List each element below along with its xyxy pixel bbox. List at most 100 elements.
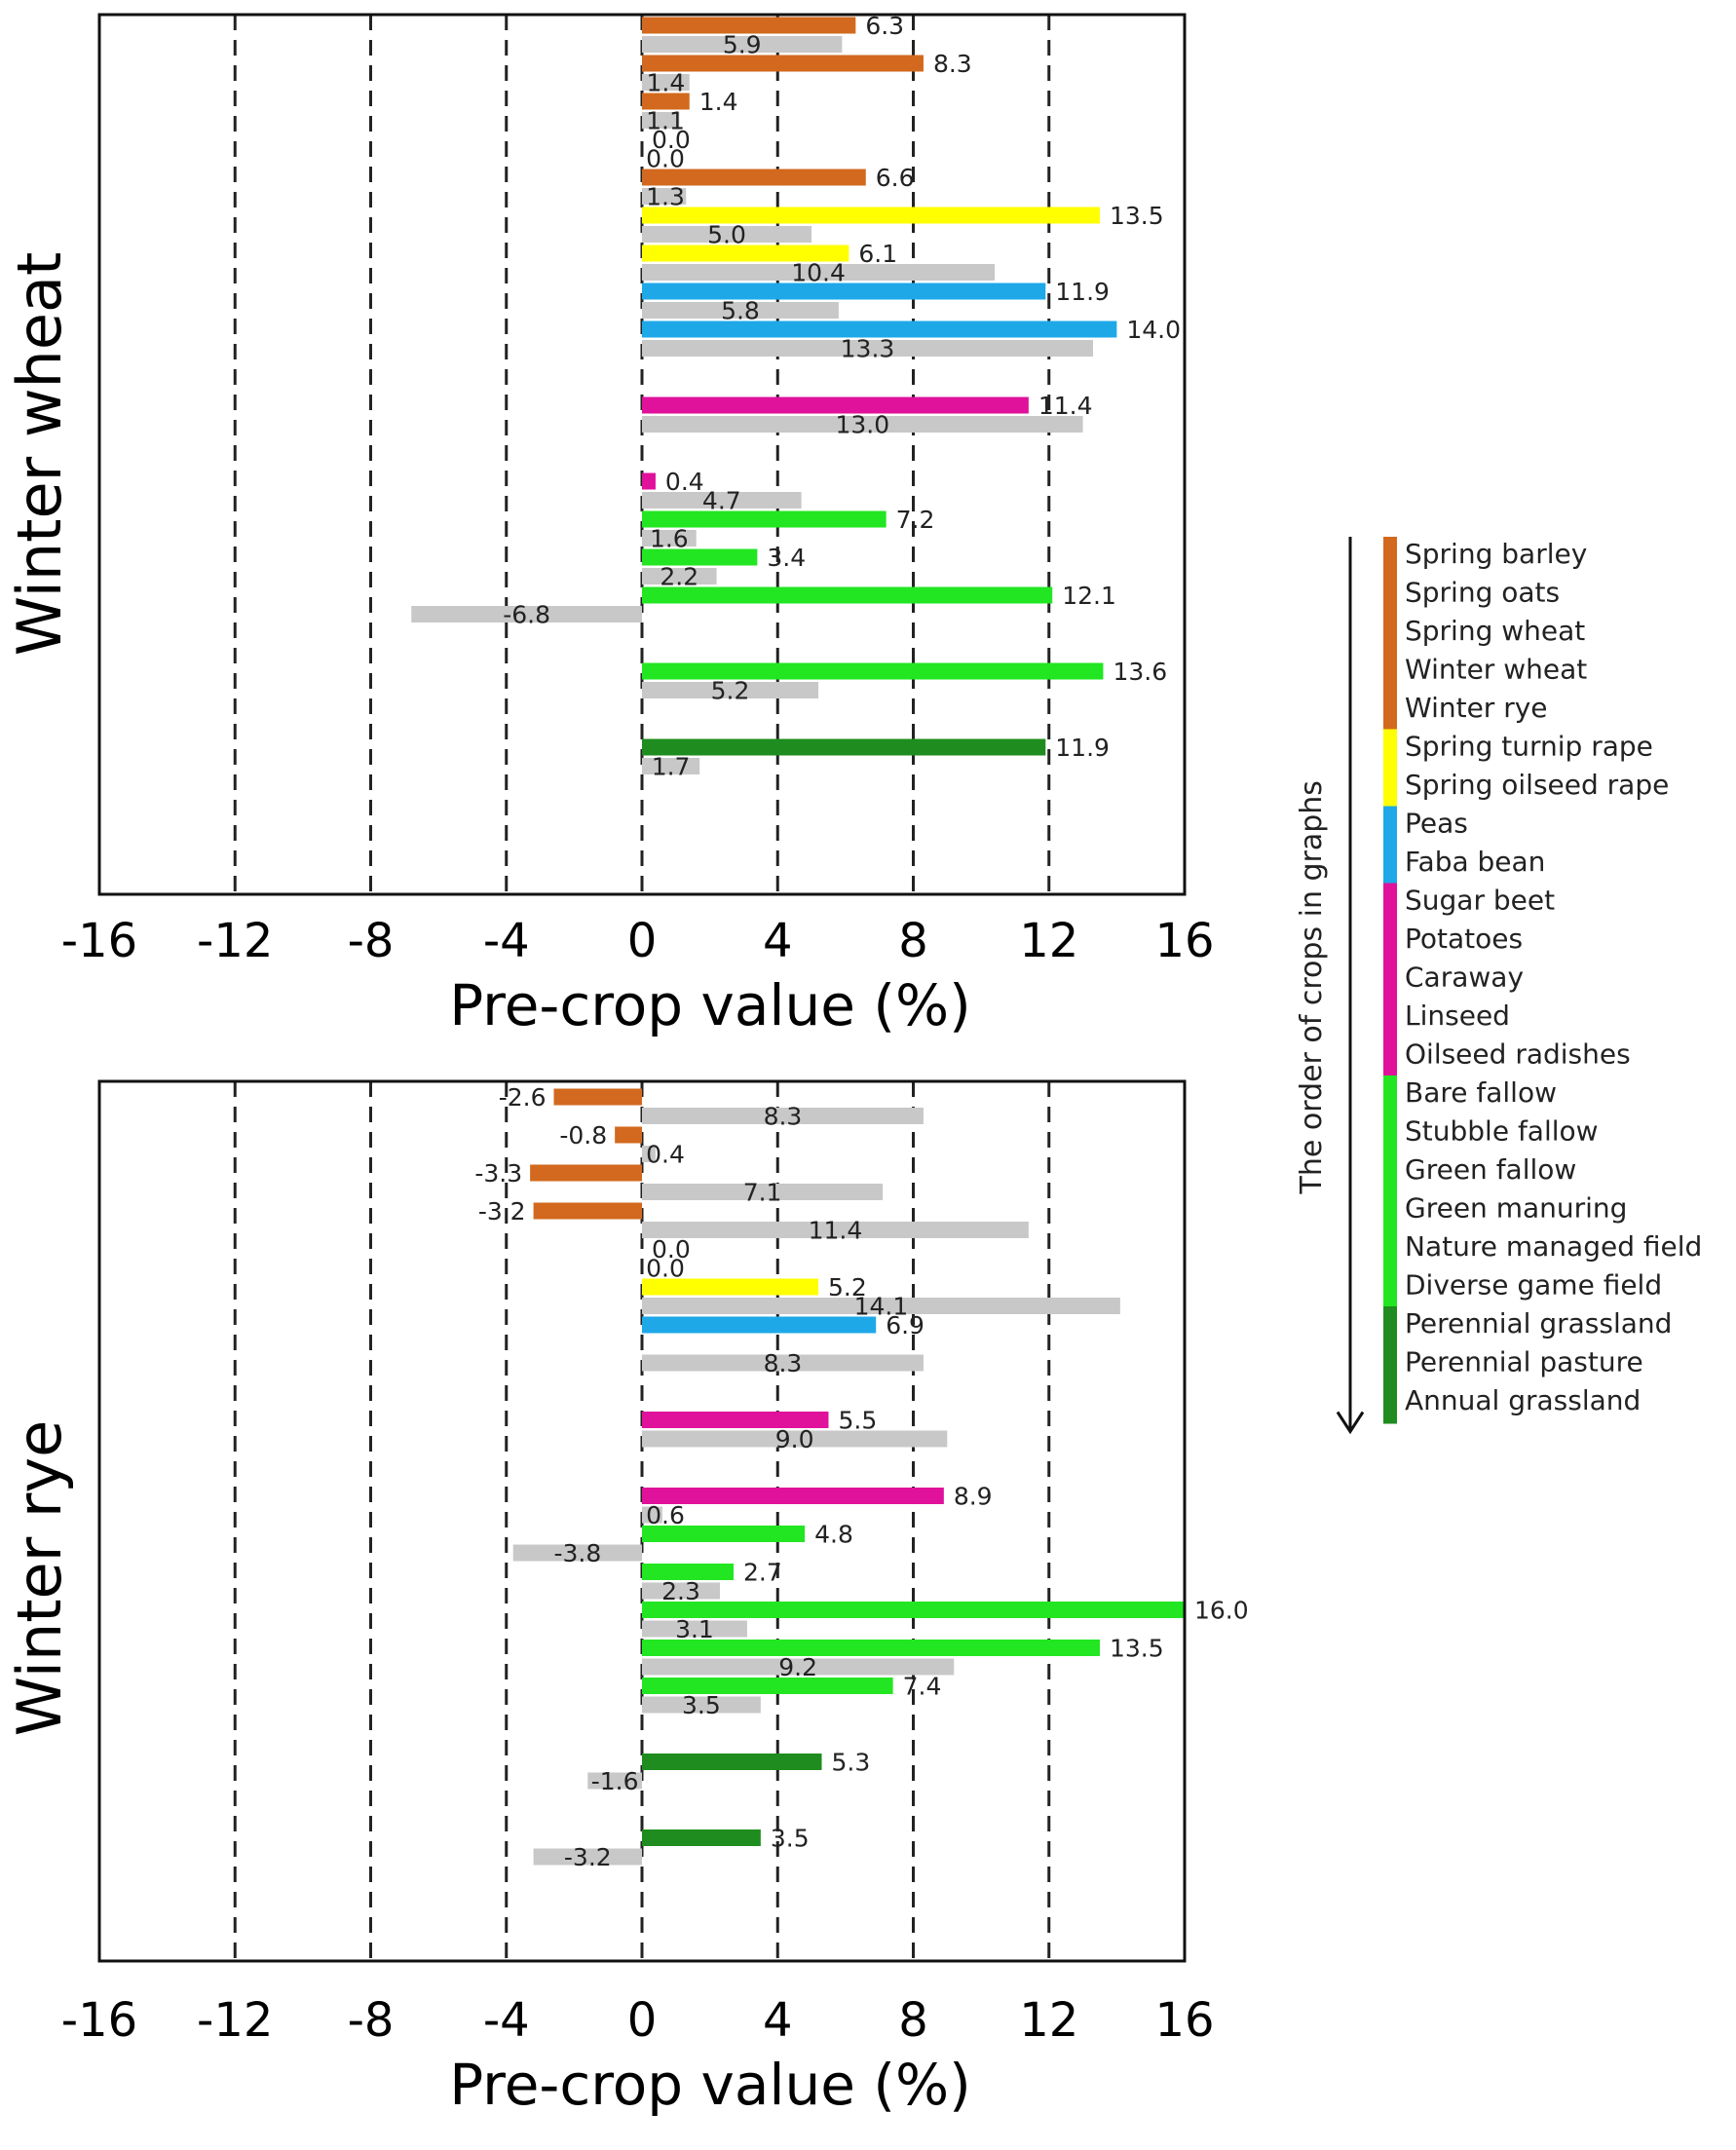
bar-cereals: [642, 17, 856, 34]
data-label: 8.3: [933, 50, 972, 78]
reference-bar: [642, 416, 1083, 433]
data-label: 2.7: [743, 1559, 782, 1587]
legend-item: Linseed: [1405, 1000, 1510, 1032]
data-label: 0.4: [665, 468, 704, 496]
legend-item: Stubble fallow: [1405, 1115, 1599, 1148]
data-label: -1.6: [591, 1767, 639, 1795]
x-tick-label: 8: [898, 914, 928, 968]
x-tick-label: -12: [197, 1993, 273, 2048]
reference-bar: [642, 1354, 924, 1372]
bar-legumes: [642, 283, 1046, 300]
legend-item: Spring wheat: [1405, 615, 1585, 647]
legend-item: Winter wheat: [1405, 654, 1587, 686]
data-label: 1.6: [650, 525, 689, 553]
data-label: -3.3: [474, 1159, 522, 1188]
x-tick-label: 0: [627, 914, 658, 968]
reference-bar: [642, 1582, 721, 1600]
legend-swatch-root_special: [1383, 883, 1397, 1077]
data-label: 11.4: [1038, 392, 1093, 420]
data-label: 8.3: [764, 1103, 803, 1131]
legend-item: Oilseed radishes: [1405, 1038, 1631, 1071]
x-tick-label: 4: [763, 914, 793, 968]
data-label: 1.4: [699, 88, 738, 116]
reference-bar: [642, 1430, 948, 1448]
x-tick-label: -8: [348, 1993, 395, 2048]
data-label: 4.8: [814, 1521, 853, 1549]
data-label: 5.2: [828, 1273, 867, 1301]
data-label: 2.2: [660, 563, 698, 591]
data-label: 14.0: [1126, 316, 1181, 344]
reference-bar: [642, 1108, 924, 1124]
data-label: 1.7: [652, 753, 691, 781]
reference-bar: [642, 1658, 955, 1676]
reference-bar: [642, 1696, 761, 1714]
data-label: 7.1: [743, 1179, 782, 1207]
x-tick-label: 12: [1019, 1993, 1078, 2048]
legend-item: Spring turnip rape: [1405, 731, 1653, 763]
data-label: 6.9: [886, 1311, 925, 1339]
bar-grassland: [642, 1754, 822, 1770]
reference-bar: [642, 302, 839, 319]
data-label: 5.5: [838, 1407, 877, 1435]
data-label: 1.1: [646, 107, 685, 135]
x-tick-label: 12: [1019, 914, 1078, 968]
data-label: 10.4: [791, 259, 846, 287]
reference-bar: [642, 1146, 656, 1162]
legend-item: Green manuring: [1405, 1192, 1627, 1225]
data-label: 5.0: [707, 221, 746, 249]
data-label: 1.4: [646, 69, 685, 97]
data-label: 3.5: [771, 1825, 810, 1853]
bar-cereals: [553, 1088, 642, 1106]
data-label: 4.7: [702, 487, 741, 515]
data-label: 0.6: [646, 1501, 685, 1529]
bar-oilseed: [642, 1278, 819, 1296]
legend-item: Winter rye: [1405, 692, 1548, 724]
data-label: 3.5: [682, 1691, 721, 1719]
legend-swatch-oilseed: [1383, 729, 1397, 809]
bar-cereals: [615, 1126, 642, 1144]
reference-bar: [642, 188, 687, 205]
reference-bar: [642, 568, 717, 585]
reference-bar: [642, 264, 996, 281]
bar-root_special: [642, 1488, 944, 1504]
bar-grassland: [642, 738, 1046, 756]
legend: Spring barley Spring oats Spring wheat Wint…: [1295, 537, 1702, 1435]
reference-bar: [642, 758, 700, 774]
data-label: 2.3: [661, 1577, 700, 1605]
data-label: 13.5: [1110, 1635, 1164, 1663]
x-tick-label: -16: [61, 1993, 137, 2048]
bar-legumes: [642, 1316, 877, 1334]
data-label: 6.6: [876, 164, 915, 192]
bar-cereals: [642, 93, 690, 110]
data-label: 3.1: [675, 1615, 714, 1643]
reference-bar: [642, 1184, 884, 1200]
reference-bar: [512, 1544, 642, 1562]
data-label: 16.0: [1194, 1597, 1249, 1625]
data-label: -6.8: [503, 601, 550, 629]
bar-fallow: [642, 1526, 806, 1542]
legend-item: Spring oats: [1405, 577, 1560, 609]
data-label: 13.5: [1110, 202, 1164, 230]
data-label: -3.2: [564, 1843, 612, 1871]
x-tick-label: -8: [348, 914, 395, 968]
reference-bar: [642, 226, 812, 243]
bar-fallow: [642, 1602, 1185, 1618]
bar-cereals: [642, 55, 924, 72]
data-label: 13.3: [841, 335, 895, 363]
legend-item: Nature managed field: [1405, 1230, 1702, 1263]
data-label: 5.2: [711, 677, 750, 705]
data-label: -3.2: [478, 1197, 526, 1226]
legend-item: Caraway: [1405, 962, 1524, 994]
data-label: 7.4: [903, 1673, 942, 1701]
x-tick-label: -4: [483, 1993, 530, 2048]
x-tick-label: -4: [483, 914, 530, 968]
reference-bar: [642, 112, 680, 129]
reference-bar: [642, 1620, 747, 1638]
panel-title: Winter wheat: [4, 252, 75, 657]
bar-legumes: [642, 321, 1117, 338]
reference-bar: [533, 1848, 642, 1866]
data-label: 9.0: [775, 1425, 814, 1453]
reference-bar: [642, 36, 843, 53]
data-label: 5.9: [723, 31, 762, 59]
